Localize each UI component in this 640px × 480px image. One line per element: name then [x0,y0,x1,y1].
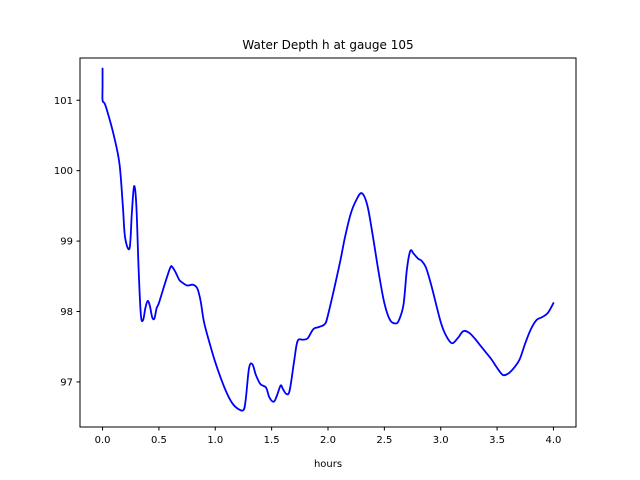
y-axis: 97 98 99 100 101 [54,96,80,388]
x-tick-label: 0.0 [95,435,111,446]
x-tick-label: 1.5 [264,435,280,446]
x-axis-label: hours [314,459,342,470]
y-tick-label: 98 [60,307,73,318]
x-tick-label: 0.5 [151,435,167,446]
series-line [101,67,555,412]
y-tick-label: 100 [54,166,73,177]
y-tick-label: 97 [60,377,73,388]
y-tick-label: 101 [54,96,73,107]
x-tick-label: 1.0 [207,435,223,446]
x-tick-label: 2.5 [376,435,392,446]
x-tick-label: 3.5 [489,435,505,446]
x-tick-label: 2.0 [320,435,336,446]
chart-title: Water Depth h at gauge 105 [242,38,413,52]
x-tick-label: 4.0 [546,435,562,446]
y-tick-label: 99 [60,237,73,248]
x-tick-label: 3.0 [433,435,449,446]
x-axis: 0.0 0.5 1.0 1.5 2.0 2.5 3.0 3.5 4.0 [95,427,562,446]
